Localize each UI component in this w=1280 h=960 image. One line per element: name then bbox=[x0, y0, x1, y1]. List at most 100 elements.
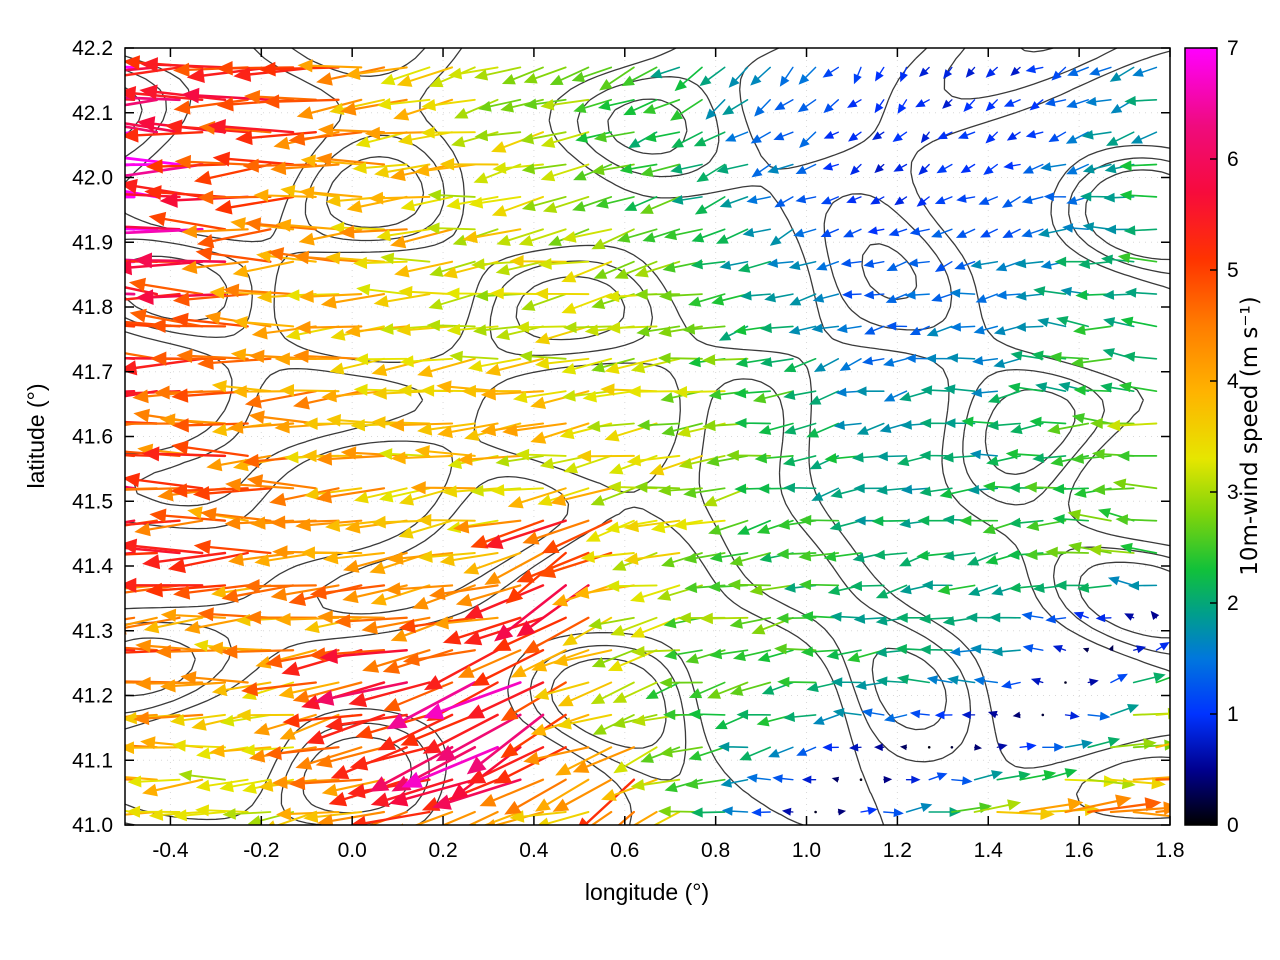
wind-arrow bbox=[125, 96, 181, 102]
x-tick-label: 1.2 bbox=[883, 839, 912, 862]
wind-arrow bbox=[516, 551, 590, 583]
wind-arrow bbox=[946, 353, 976, 363]
x-axis-label: longitude (°) bbox=[584, 879, 710, 905]
wind-arrow bbox=[1155, 809, 1170, 814]
wind-arrow bbox=[1019, 798, 1084, 814]
wind-arrow bbox=[597, 98, 635, 111]
wind-arrow bbox=[1132, 776, 1170, 781]
wind-arrow bbox=[872, 131, 885, 141]
wind-arrow bbox=[1006, 131, 1021, 141]
wind-arrow bbox=[242, 158, 317, 173]
wind-arrow bbox=[1150, 610, 1160, 620]
wind-arrow bbox=[968, 584, 999, 597]
wind-arrow bbox=[899, 744, 908, 751]
wind-arrow bbox=[494, 584, 567, 642]
wind-arrow bbox=[243, 579, 317, 594]
wind-arrow bbox=[241, 744, 295, 757]
wind-arrow bbox=[1037, 228, 1067, 238]
x-tick-label: 0.2 bbox=[428, 839, 457, 862]
wind-arrow bbox=[658, 290, 703, 302]
wind-arrow bbox=[534, 325, 590, 345]
wind-arrow bbox=[353, 487, 408, 504]
wind-arrow bbox=[221, 644, 295, 659]
wind-arrow bbox=[875, 66, 885, 82]
wind-arrow bbox=[1155, 642, 1170, 651]
wind-arrow bbox=[540, 163, 590, 182]
wind-arrow bbox=[610, 616, 658, 636]
wind-arrow bbox=[724, 131, 749, 142]
wind-arrow bbox=[650, 66, 681, 79]
wind-arrow bbox=[590, 810, 613, 825]
wind-arrow bbox=[931, 293, 953, 302]
wind-arrow bbox=[1022, 163, 1044, 174]
wind-arrow bbox=[1130, 131, 1158, 144]
wind-arrow bbox=[1112, 478, 1158, 490]
wind-arrow bbox=[1081, 130, 1112, 140]
wind-arrow bbox=[523, 66, 567, 84]
wind-arrow bbox=[1025, 64, 1044, 74]
wind-arrow bbox=[761, 681, 794, 695]
wind-arrow bbox=[986, 420, 1021, 431]
wind-arrow bbox=[315, 487, 386, 504]
wind-arrow bbox=[963, 99, 976, 113]
wind-arrow bbox=[379, 323, 431, 335]
wind-arrow bbox=[688, 681, 726, 699]
wind-arrow bbox=[1123, 351, 1158, 362]
wind-arrow bbox=[896, 674, 931, 685]
wind-arrow bbox=[909, 709, 930, 719]
wind-arrow bbox=[362, 649, 431, 673]
wind-arrow bbox=[219, 778, 272, 793]
wind-arrow bbox=[1155, 742, 1170, 749]
wind-arrow bbox=[348, 681, 431, 708]
y-tick-label: 42.2 bbox=[72, 37, 113, 60]
wind-arrow bbox=[732, 649, 772, 662]
wind-arrow bbox=[576, 449, 635, 463]
wind-arrow bbox=[1108, 644, 1114, 652]
wind-arrow bbox=[297, 59, 363, 73]
wind-arrow bbox=[737, 519, 772, 535]
wind-arrow bbox=[642, 98, 681, 114]
wind-arrow bbox=[991, 646, 1021, 657]
wind-arrow bbox=[1037, 317, 1067, 328]
wind-arrow bbox=[557, 681, 613, 707]
wind-arrow bbox=[795, 163, 817, 175]
wind-arrow bbox=[314, 681, 409, 706]
wind-arrow bbox=[500, 98, 544, 113]
wind-arrow bbox=[699, 612, 749, 625]
wind-arrow bbox=[856, 422, 885, 435]
wind-arrow bbox=[364, 126, 431, 141]
wind-arrow bbox=[612, 681, 658, 703]
wind-arrow bbox=[300, 546, 363, 560]
wind-arrow bbox=[788, 260, 817, 271]
wind-arrow bbox=[822, 162, 839, 171]
wind-arrow bbox=[1007, 382, 1044, 393]
wind-arrow bbox=[270, 584, 340, 602]
wind-arrow bbox=[556, 713, 613, 730]
wind-arrow bbox=[125, 472, 204, 490]
wind-arrow bbox=[767, 163, 794, 174]
wind-arrow bbox=[716, 163, 749, 174]
wind-arrow bbox=[955, 228, 976, 238]
wind-arrow bbox=[754, 99, 771, 117]
wind-arrow bbox=[671, 131, 703, 148]
wind-arrow bbox=[491, 195, 544, 217]
wind-arrow bbox=[222, 808, 272, 820]
wind-arrow bbox=[149, 318, 227, 333]
wind-arrow bbox=[429, 260, 476, 277]
wind-arrow bbox=[388, 418, 454, 432]
wind-arrow bbox=[433, 616, 499, 630]
wind-arrow bbox=[862, 356, 885, 366]
wind-arrow bbox=[268, 810, 317, 825]
wind-arrow bbox=[1073, 384, 1112, 396]
wind-arrow bbox=[874, 163, 885, 174]
wind-arrow bbox=[909, 325, 930, 336]
wind-arrow bbox=[1106, 131, 1135, 146]
wind-arrow bbox=[125, 130, 136, 135]
wind-arrow bbox=[523, 746, 590, 765]
wind-arrow bbox=[943, 66, 953, 79]
wind-arrow bbox=[125, 125, 159, 134]
wind-arrow bbox=[292, 681, 363, 704]
wind-arrow bbox=[659, 746, 703, 758]
wind-arrow bbox=[493, 616, 567, 652]
wind-arrow bbox=[530, 422, 590, 444]
